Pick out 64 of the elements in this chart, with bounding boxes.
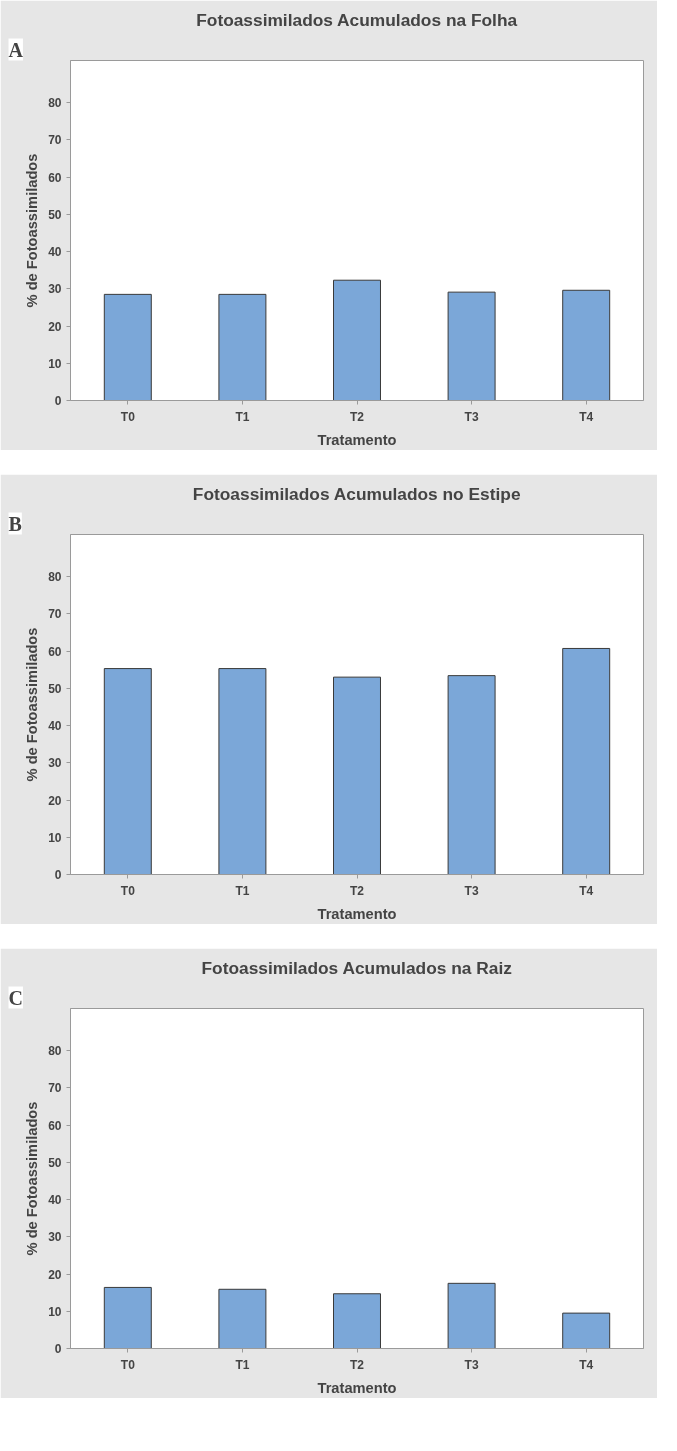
x-tick-label: T4 bbox=[579, 409, 594, 424]
x-tick-label: T1 bbox=[235, 883, 250, 898]
y-tick-label: 30 bbox=[48, 1230, 62, 1245]
y-tick-label: 50 bbox=[48, 207, 62, 222]
y-tick-label: 80 bbox=[48, 96, 62, 111]
y-tick-label: 60 bbox=[48, 1118, 62, 1133]
y-tick-label: 40 bbox=[48, 245, 62, 260]
x-tick-label: T0 bbox=[120, 1357, 136, 1372]
x-tick-label: T2 bbox=[350, 883, 365, 898]
x-tick-label: T1 bbox=[235, 409, 250, 424]
y-tick-label: 80 bbox=[48, 1044, 62, 1059]
y-axis-title: % de Fotoassimilados bbox=[24, 627, 41, 782]
x-tick-label: T0 bbox=[120, 409, 136, 424]
y-tick-label: 20 bbox=[48, 793, 62, 808]
x-tick-label: T4 bbox=[579, 1357, 594, 1372]
y-tick-label: 60 bbox=[48, 170, 62, 185]
y-tick-label: 20 bbox=[48, 319, 62, 334]
y-tick-label: 80 bbox=[48, 570, 62, 585]
y-tick-label: 10 bbox=[48, 356, 62, 371]
bar bbox=[447, 291, 496, 401]
bar bbox=[103, 293, 152, 401]
y-tick-label: 50 bbox=[48, 681, 62, 696]
x-tick-label: T2 bbox=[350, 1357, 365, 1372]
bar bbox=[562, 289, 611, 401]
bar bbox=[447, 1282, 496, 1349]
x-tick-label: T2 bbox=[350, 409, 365, 424]
x-tick-label: T3 bbox=[464, 409, 479, 424]
y-tick-label: 50 bbox=[48, 1155, 62, 1170]
bar bbox=[218, 293, 267, 401]
y-tick-label: 0 bbox=[54, 394, 62, 408]
y-tick-label: 70 bbox=[48, 133, 62, 148]
text: B bbox=[8, 512, 22, 535]
y-tick-label: 60 bbox=[48, 644, 62, 659]
bar bbox=[218, 1288, 267, 1349]
bar bbox=[562, 1312, 611, 1349]
x-tick-label: T0 bbox=[120, 883, 136, 898]
y-tick-label: 40 bbox=[48, 719, 62, 734]
x-axis-title: Tratamento bbox=[317, 905, 397, 922]
chart-title: Fotoassimilados Acumulados na Raiz bbox=[201, 957, 513, 978]
y-tick-label: 0 bbox=[54, 868, 62, 882]
y-tick-label: 0 bbox=[54, 1342, 62, 1356]
y-tick-label: 30 bbox=[48, 282, 62, 297]
bar bbox=[333, 279, 381, 401]
y-axis-title: % de Fotoassimilados bbox=[24, 153, 41, 308]
text: C bbox=[8, 986, 23, 1009]
y-tick-label: 10 bbox=[48, 830, 62, 845]
y-tick-label: 20 bbox=[48, 1267, 62, 1282]
y-tick-label: 40 bbox=[48, 1193, 62, 1208]
y-tick-label: 70 bbox=[48, 607, 62, 622]
chart-title: Fotoassimilados Acumulados no Estipe bbox=[192, 483, 521, 504]
y-tick-label: 30 bbox=[48, 756, 62, 771]
y-tick-label: 70 bbox=[48, 1081, 62, 1096]
bar bbox=[103, 1286, 152, 1349]
text: A bbox=[8, 38, 24, 61]
bar bbox=[333, 1293, 381, 1349]
x-axis-title: Tratamento bbox=[317, 431, 397, 448]
x-tick-label: T4 bbox=[579, 883, 594, 898]
y-axis-title: % de Fotoassimilados bbox=[24, 1101, 41, 1256]
chart-title: Fotoassimilados Acumulados na Folha bbox=[196, 9, 518, 30]
x-tick-label: T3 bbox=[464, 883, 479, 898]
y-tick-label: 10 bbox=[48, 1304, 62, 1319]
x-tick-label: T3 bbox=[464, 1357, 479, 1372]
x-axis-title: Tratamento bbox=[317, 1379, 397, 1396]
x-tick-label: T1 bbox=[235, 1357, 250, 1372]
